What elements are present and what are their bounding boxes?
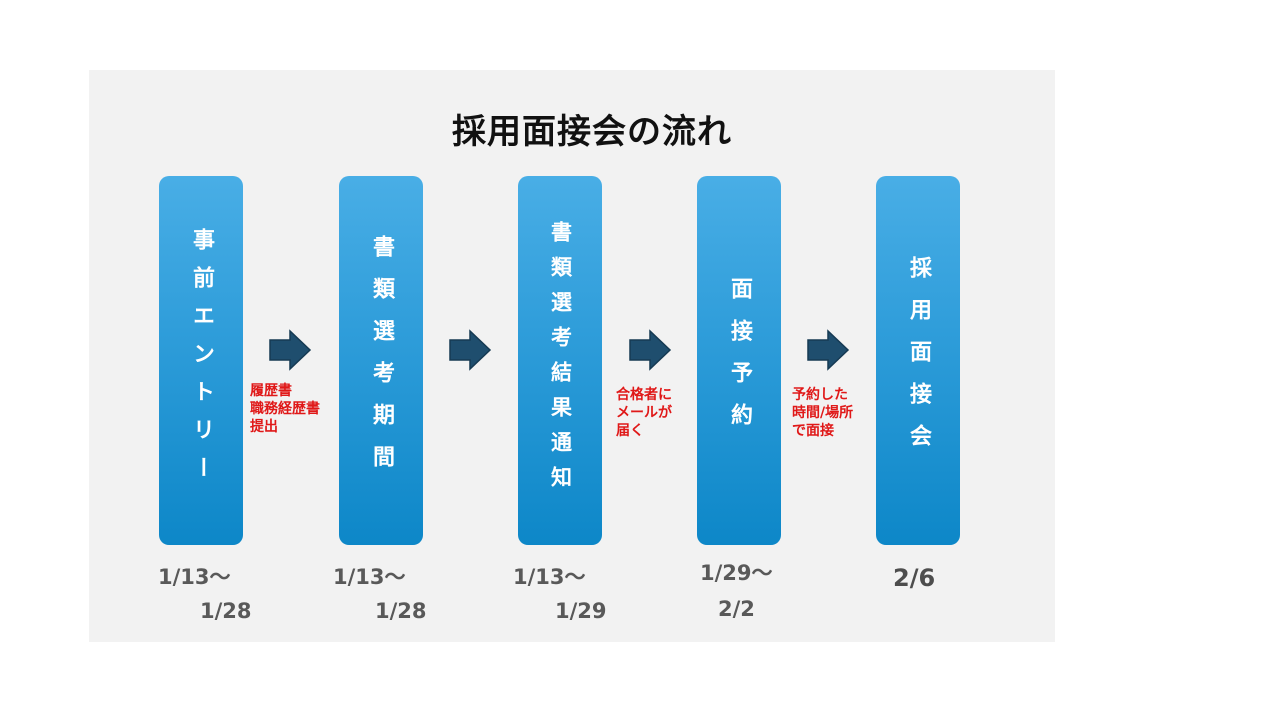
step-box-interview-booking: 面接予約 bbox=[697, 176, 781, 545]
right-arrow-icon bbox=[807, 329, 850, 371]
date-start: 1/13～ bbox=[333, 565, 406, 589]
date-single: 2/6 bbox=[893, 564, 936, 592]
date-start: 1/13～ bbox=[158, 565, 231, 589]
note-email-notification: 合格者に メールが 届く bbox=[616, 387, 672, 439]
step-label: 書類選考期間 bbox=[369, 234, 394, 487]
step-box-screening-result: 書類選考結果通知 bbox=[518, 176, 602, 545]
step-label: 書類選考結果通知 bbox=[548, 220, 573, 501]
note-interview-at-booked-time: 予約した 時間/場所 で面接 bbox=[792, 387, 854, 439]
date-end: 1/29 bbox=[555, 599, 607, 623]
step-label: 事前エントリー bbox=[189, 227, 214, 494]
date-end: 2/2 bbox=[718, 597, 755, 621]
date-end: 1/28 bbox=[375, 599, 427, 623]
date-start: 1/29～ bbox=[700, 561, 773, 585]
step-box-interview: 採用面接会 bbox=[876, 176, 960, 545]
note-document-submission: 履歴書 職務経歴書 提出 bbox=[250, 383, 320, 435]
right-arrow-icon bbox=[449, 329, 492, 371]
step-label: 面接予約 bbox=[727, 276, 752, 445]
page-title: 採用面接会の流れ bbox=[452, 112, 732, 152]
right-arrow-icon bbox=[629, 329, 672, 371]
step-box-screening-period: 書類選考期間 bbox=[339, 176, 423, 545]
right-arrow-icon bbox=[269, 329, 312, 371]
step-box-entry: 事前エントリー bbox=[159, 176, 243, 545]
step-label: 採用面接会 bbox=[906, 255, 931, 466]
date-end: 1/28 bbox=[200, 599, 252, 623]
date-start: 1/13～ bbox=[513, 565, 586, 589]
